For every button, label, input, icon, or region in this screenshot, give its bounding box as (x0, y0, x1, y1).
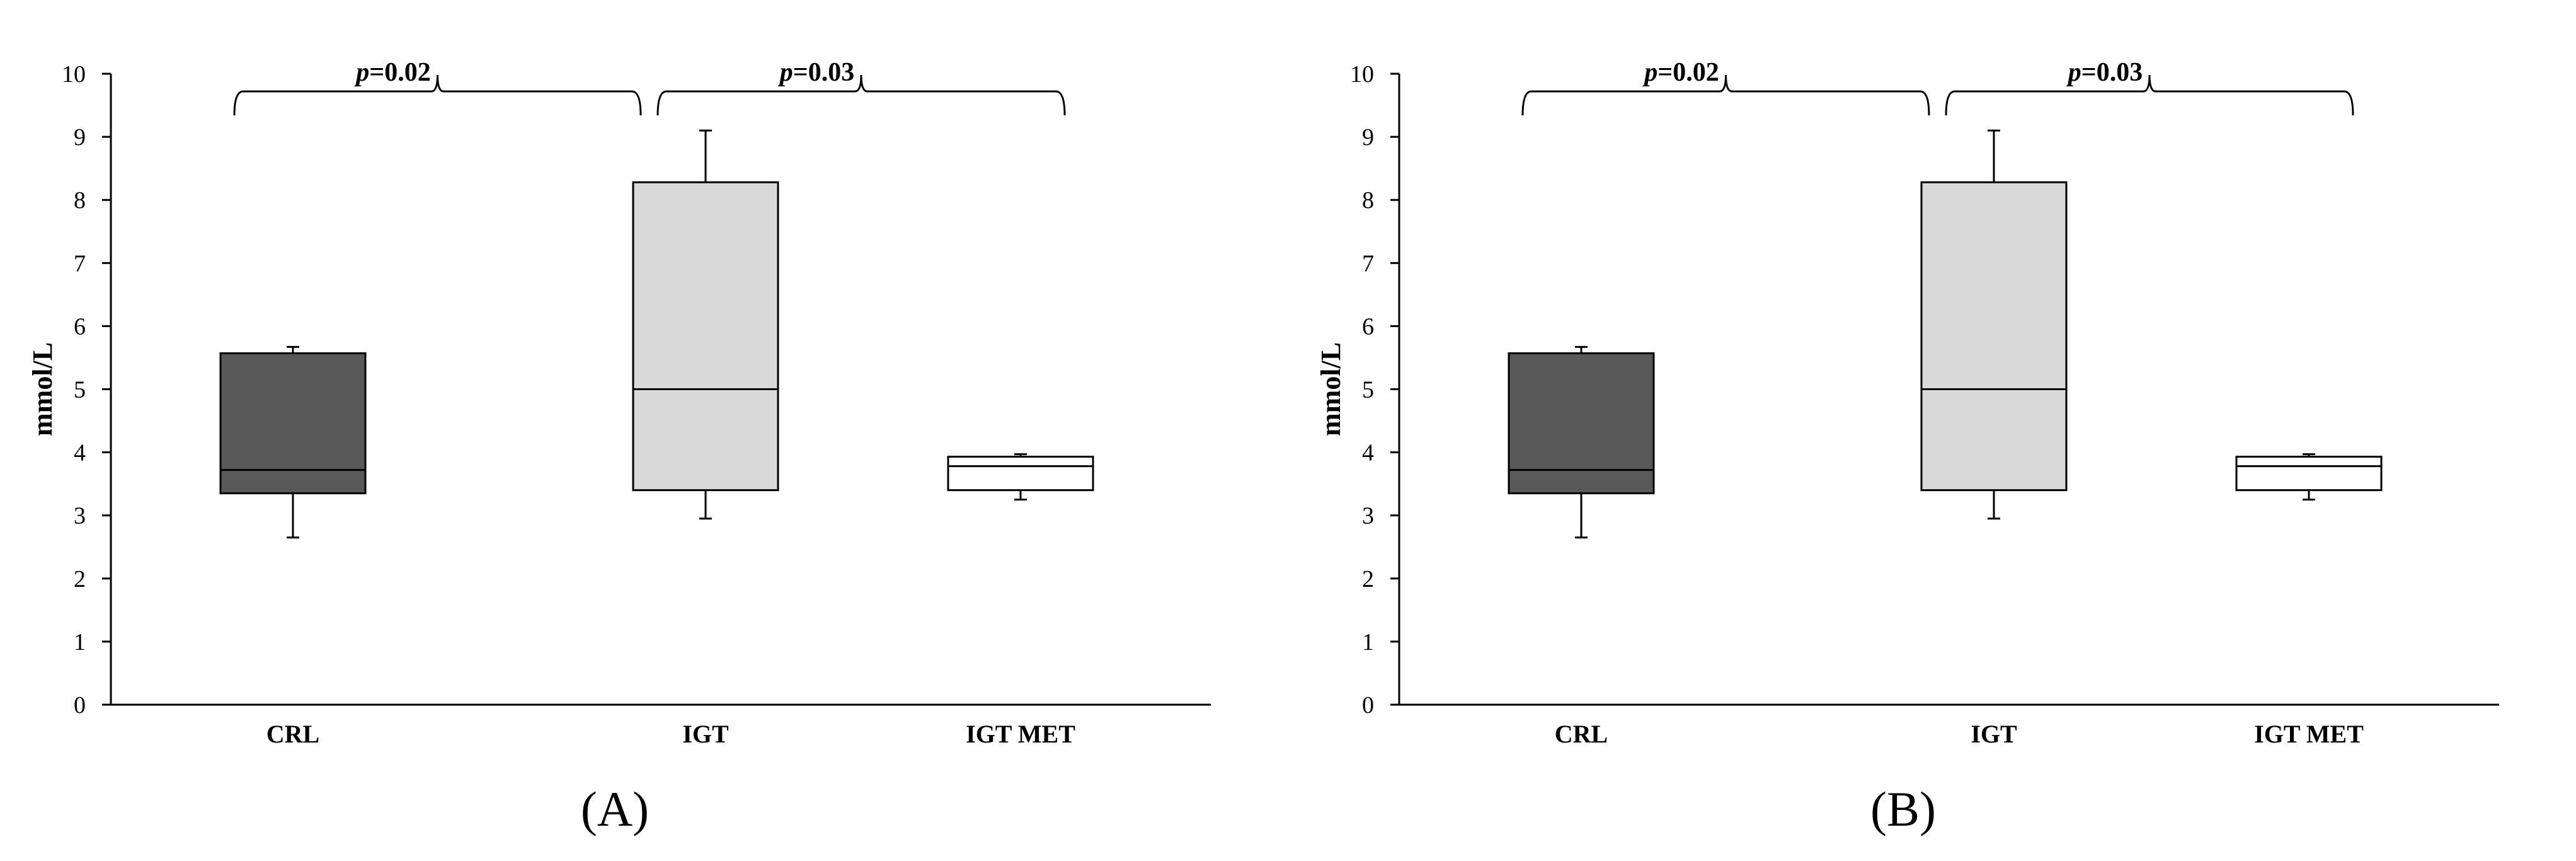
x-category-label: IGT (682, 720, 729, 748)
y-tick-label: 0 (1362, 692, 1374, 719)
box-igt (632, 181, 779, 492)
box-igt-met (2235, 456, 2383, 492)
y-tick-label: 3 (74, 503, 86, 529)
y-tick-label: 8 (74, 187, 86, 214)
chart-panel-a: 0 1 2 3 4 5 6 7 8 9 10 mmol/L CRL IGT IGT MET p=0.02 p=0… (27, 58, 1211, 836)
y-tick-label: 2 (74, 566, 86, 592)
p-value-label: p=0.03 (2066, 58, 2143, 87)
significance-brace (1945, 74, 2354, 116)
box-crl (219, 352, 367, 495)
y-tick-label: 8 (1362, 187, 1374, 214)
box-crl (1508, 352, 1655, 495)
significance-brace (1521, 74, 1930, 116)
y-tick-label: 4 (1362, 440, 1374, 466)
significance-brace (233, 74, 642, 116)
y-tick-label: 2 (1362, 566, 1374, 592)
y-tick-label: 1 (74, 629, 86, 656)
y-axis-label: mmol/L (1315, 342, 1346, 436)
panel-label: (A) (581, 782, 649, 836)
box-igt-met (947, 456, 1094, 492)
y-tick-label: 10 (1350, 61, 1374, 88)
x-category-label: IGT MET (966, 720, 1075, 748)
y-tick-label: 6 (74, 313, 86, 340)
x-category-label: IGT (1971, 720, 2017, 748)
p-value-label: p=0.03 (778, 58, 854, 87)
y-tick-label: 9 (1362, 124, 1374, 151)
p-value-label: p=0.02 (1642, 58, 1719, 87)
chart-panel-b: 0 1 2 3 4 5 6 7 8 9 10 mmol/L CRL IGT IGT MET p=0.02 p=0… (1315, 58, 2499, 836)
y-tick-label: 1 (1362, 629, 1374, 656)
y-tick-label: 10 (62, 61, 86, 88)
y-tick-label: 3 (1362, 503, 1374, 529)
panel-label: (B) (1870, 782, 1936, 836)
y-axis-label: mmol/L (27, 342, 58, 436)
x-category-label: CRL (266, 720, 319, 748)
y-tick-label: 5 (74, 377, 86, 403)
y-tick-label: 5 (1362, 377, 1374, 403)
significance-brace (656, 74, 1066, 116)
y-tick-label: 4 (74, 440, 86, 466)
y-tick-label: 7 (1362, 250, 1374, 277)
y-tick-label: 9 (74, 124, 86, 151)
p-value-label: p=0.02 (354, 58, 430, 87)
y-tick-label: 0 (74, 692, 86, 719)
x-category-label: CRL (1555, 720, 1608, 748)
y-tick-label: 7 (74, 250, 86, 277)
box-igt (1920, 181, 2068, 492)
y-tick-label: 6 (1362, 313, 1374, 340)
x-category-label: IGT MET (2254, 720, 2364, 748)
